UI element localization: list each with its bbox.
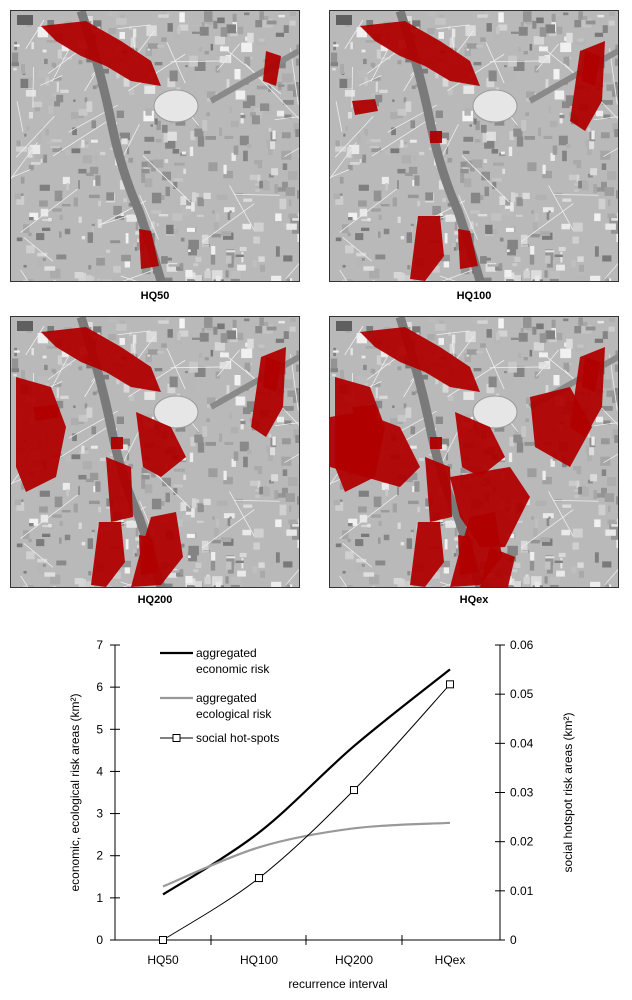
x-axis-label: recurrence interval [288,977,387,991]
stadium [472,89,518,123]
map-caption: HQ200 [137,594,173,606]
map-caption: HQ50 [140,290,170,302]
x-tick-label: HQ100 [240,953,278,967]
y-tick-label: 2 [96,849,103,863]
social-hotspot-marker [159,936,167,944]
highway [209,48,299,104]
flood-area [430,437,442,449]
flood-area [450,467,530,547]
flood-map [11,11,299,281]
flood-map [11,317,299,587]
y-tick-label: 5 [96,722,103,736]
chart-series [159,668,454,944]
y-tick-label: 1 [96,891,103,905]
y2-tick-label: 0.05 [510,687,534,701]
y-axis-label-left: economic, ecological risk areas (km²) [68,693,82,891]
x-tick-label: HQ50 [147,953,179,967]
flood-area [111,437,123,449]
social-hotspot-marker [350,786,358,795]
flood-area [480,547,515,587]
chart-axes: 0 1 2 3 4 5 6 7 0 0.01 0.02 0.03 0.04 0.05 0.06 HQ50 HQ1… [68,638,575,967]
y2-tick-label: 0.02 [510,835,534,849]
y-tick-label: 4 [96,764,103,778]
water-body [17,321,33,331]
flood-area [263,51,281,86]
y-tick-label: 6 [96,680,103,694]
legend-marker [172,734,181,742]
flood-area [16,377,66,492]
y2-tick-label: 0.01 [510,884,534,898]
water-body [17,15,33,25]
flood-area [410,216,444,281]
y2-tick-label: 0.06 [510,638,534,652]
flood-area [530,387,592,467]
map-caption: HQ100 [456,290,492,302]
water-body [336,321,352,331]
flood-map-panel [329,10,619,282]
flood-area [352,99,378,115]
flood-areas [352,21,605,281]
flood-area [251,347,286,437]
stadium [153,395,199,429]
y2-tick-label: 0.04 [510,736,534,750]
flood-area [458,229,478,269]
flood-area [41,21,161,86]
legend-label: social hot-spots [196,731,279,745]
y-tick-label: 3 [96,807,103,821]
social-hotspots-line [162,683,451,941]
flood-area [455,412,505,477]
flood-area [131,512,183,587]
flood-areas [16,327,286,587]
flood-area [91,522,125,587]
x-tick-label: HQex [435,953,466,967]
flood-area [360,21,480,86]
flood-areas [330,327,605,587]
flood-area [139,229,159,269]
social-hotspot-marker [446,680,454,689]
flood-map [330,11,618,281]
stadium [153,89,199,123]
y-tick-label: 7 [96,638,103,652]
flood-area [425,457,452,522]
flood-area [410,522,444,587]
flood-area [136,412,186,477]
ecological-risk-line [162,821,451,888]
social-hotspot-marker [255,874,263,883]
flood-areas [41,21,281,269]
flood-map-panel [10,316,300,588]
flood-area [41,327,161,392]
flood-map [330,317,618,587]
flood-map-panel [329,316,619,588]
map-caption: HQex [459,594,489,606]
water-body [336,15,352,25]
legend-label: economic risk [196,662,270,676]
flood-area [430,131,442,143]
chart-legend: aggregated economic risk aggregated ecologi… [160,646,279,745]
flood-area [330,412,420,487]
legend-label: ecological risk [196,707,272,721]
legend-label: aggregated [196,646,257,660]
flood-area [360,327,480,392]
flood-area [106,457,133,522]
flood-area [570,41,605,131]
flood-map-panel [10,10,300,282]
y2-tick-label: 0 [510,933,517,947]
x-tick-label: HQ200 [335,953,373,967]
y2-tick-label: 0.03 [510,786,534,800]
legend-label: aggregated [196,691,257,705]
y-tick-label: 0 [96,933,103,947]
risk-chart: 0 1 2 3 4 5 6 7 0 0.01 0.02 0.03 0.04 0.05 0.06 HQ50 HQ1… [68,638,575,991]
y-axis-label-right: social hotspot risk areas (km²) [561,712,575,872]
stadium [472,395,518,429]
